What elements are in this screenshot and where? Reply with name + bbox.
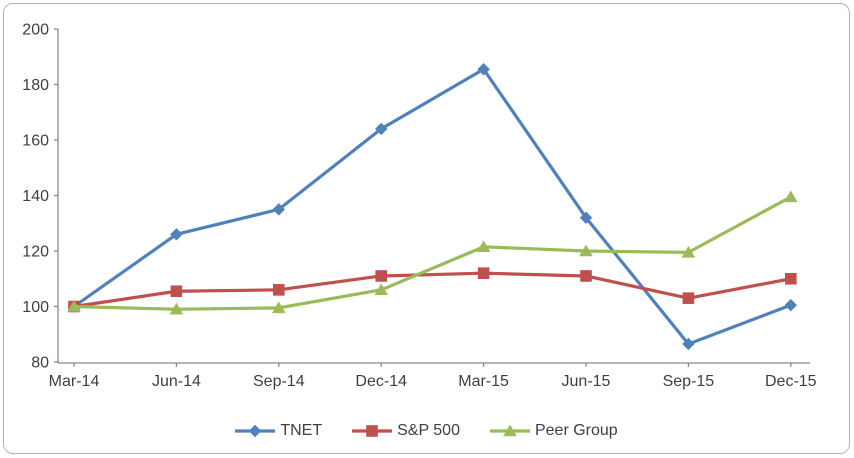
marker-s-p-500 (580, 270, 592, 282)
marker-peer-group (374, 283, 388, 296)
legend-item-peer-group: Peer Group (489, 422, 618, 440)
legend-marker (503, 424, 517, 437)
y-tick-label: 120 (22, 244, 49, 261)
marker-peer-group (169, 302, 184, 315)
marker-tnet (579, 211, 593, 224)
legend-item-tnet: TNET (235, 422, 322, 440)
x-tick-label: Mar-14 (49, 373, 100, 390)
legend-swatch-peer-group-icon (489, 424, 530, 437)
chart-frame: 80 100 120 140 160 180 200 Mar-14 Jun-14 Sep-14 De… (3, 3, 850, 454)
series-line-tnet (72, 67, 793, 346)
marker-s-p-500 (785, 272, 797, 285)
marker-peer-group (681, 245, 696, 258)
x-tick-label: Jun-15 (562, 373, 611, 390)
marker-tnet (170, 228, 183, 241)
legend-swatch-tnet-icon (235, 424, 276, 438)
x-tick-label: Sep-14 (253, 373, 305, 390)
legend-swatch-s-p-500-icon (352, 425, 393, 437)
chart-legend: TNET S&P 500 Peer Group (4, 422, 849, 440)
marker-peer-group (784, 190, 798, 203)
marker-peer-group (67, 300, 81, 312)
y-tick-label: 180 (22, 77, 49, 94)
legend-item-s-p-500: S&P 500 (352, 422, 460, 440)
marker-s-p-500 (477, 267, 490, 279)
series-line-s-p-500 (72, 271, 793, 309)
marker-s-p-500 (170, 285, 183, 298)
marker-s-p-500 (273, 284, 285, 296)
y-tick-label: 200 (22, 22, 49, 39)
marker-tnet (272, 203, 285, 216)
x-tick-label: Jun-14 (152, 373, 201, 390)
x-tick-label: Sep-15 (663, 373, 715, 390)
x-tick-label: Dec-15 (765, 373, 817, 390)
legend-marker (366, 425, 378, 437)
y-tick-label: 160 (22, 133, 49, 150)
x-tick-label: Dec-14 (355, 373, 407, 390)
legend-label: Peer Group (534, 422, 618, 439)
marker-tnet (682, 337, 695, 351)
marker-peer-group (476, 240, 491, 253)
series-line-peer-group (72, 195, 793, 311)
x-tick-label: Mar-15 (458, 373, 509, 390)
y-tick-label: 100 (22, 299, 49, 316)
marker-s-p-500 (682, 292, 695, 304)
marker-tnet (375, 122, 388, 136)
y-tick-label: 140 (22, 188, 49, 205)
performance-line-chart: 80 100 120 140 160 180 200 Mar-14 Jun-14 Sep-14 De… (22, 22, 817, 391)
marker-tnet (477, 63, 490, 76)
series-peer-group (67, 190, 798, 315)
marker-s-p-500 (375, 270, 387, 282)
marker-peer-group (272, 301, 286, 314)
marker-tnet (784, 298, 797, 312)
y-tick-label: 80 (31, 355, 49, 372)
legend-label: TNET (280, 422, 323, 439)
legend-label: S&P 500 (397, 422, 460, 439)
legend-marker (249, 424, 262, 438)
marker-peer-group (579, 244, 593, 257)
